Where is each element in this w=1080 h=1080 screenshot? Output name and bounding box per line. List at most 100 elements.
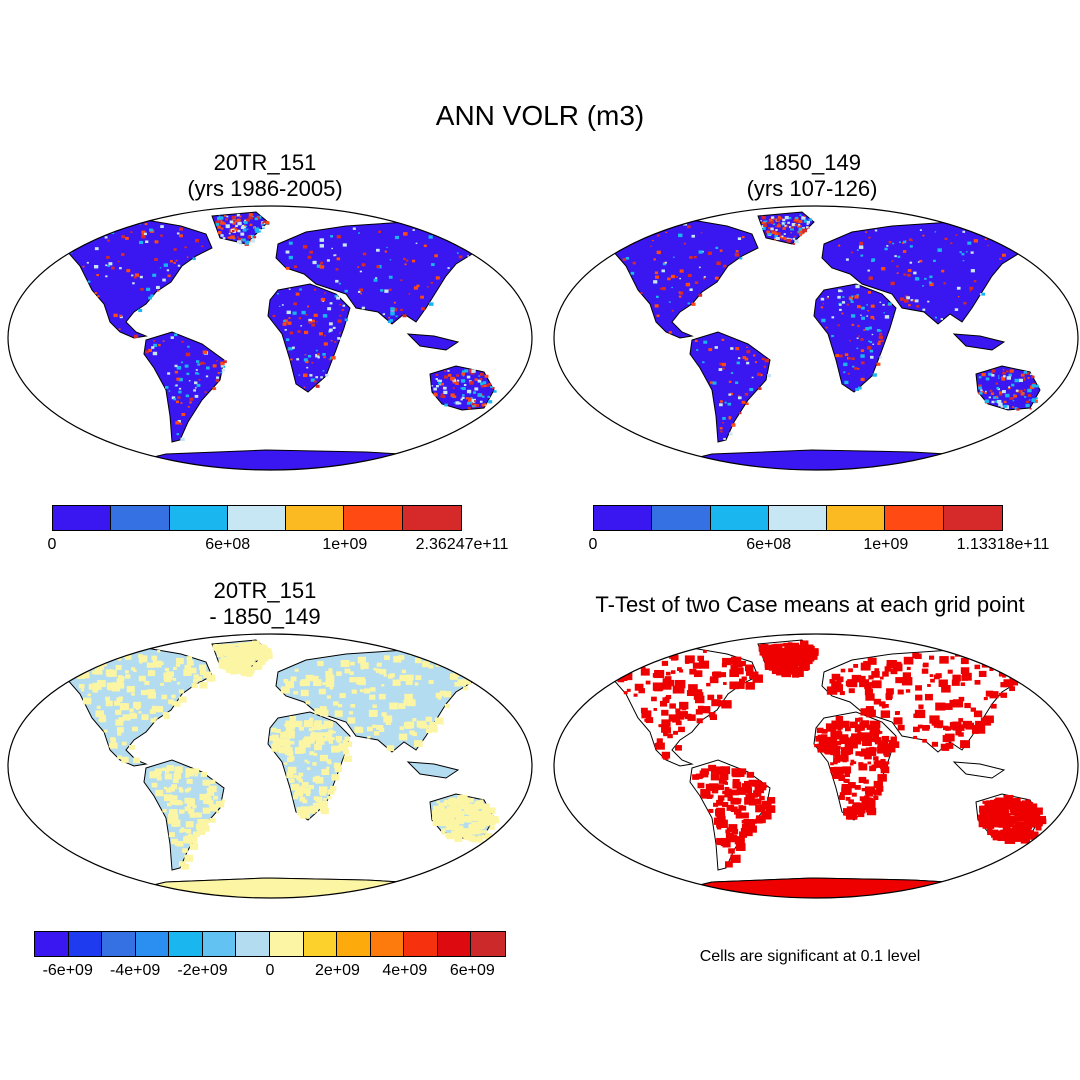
grid-cell: [674, 679, 686, 689]
grid-cell: [825, 326, 828, 329]
grid-cell: [272, 737, 282, 746]
grid-cell: [867, 657, 877, 665]
grid-cell: [392, 679, 401, 686]
grid-cell: [236, 236, 239, 238]
grid-cell: [734, 836, 745, 845]
grid-cell: [1020, 392, 1025, 396]
grid-cell: [986, 810, 997, 819]
grid-cell: [617, 676, 625, 683]
grid-cell: [301, 782, 309, 788]
grid-cell: [193, 674, 199, 679]
grid-cell: [745, 664, 754, 672]
grid-cell: [219, 216, 224, 220]
grid-cell: [179, 829, 184, 833]
grid-cell: [961, 253, 965, 256]
grid-cell: [1009, 686, 1016, 692]
grid-cell: [129, 708, 134, 712]
grid-cell: [1005, 393, 1010, 398]
grid-cell: [716, 799, 724, 806]
grid-cell: [171, 396, 176, 400]
grid-cell: [163, 714, 170, 720]
grid-cell: [194, 387, 197, 389]
grid-cell: [173, 813, 179, 818]
grid-cell: [758, 387, 762, 390]
grid-cell: [388, 288, 392, 291]
grid-cell: [176, 377, 181, 381]
grid-cell: [131, 667, 136, 671]
grid-cell: [982, 822, 991, 829]
grid-cell: [1002, 253, 1006, 257]
grid-cell: [937, 248, 942, 252]
grid-cell: [113, 700, 121, 706]
grid-cell: [194, 381, 198, 385]
grid-cell: [234, 643, 238, 647]
grid-cell: [171, 694, 176, 699]
grid-cell: [187, 345, 190, 348]
grid-cell: [730, 797, 739, 805]
grid-cell: [661, 651, 666, 655]
grid-cell: [289, 740, 295, 745]
grid-cell: [180, 361, 183, 364]
grid-cell: [146, 287, 151, 292]
grid-cell: [995, 400, 999, 403]
grid-cell: [331, 745, 340, 753]
grid-cell: [728, 432, 733, 436]
grid-cell: [739, 678, 746, 684]
grid-cell: [299, 288, 302, 291]
grid-cell: [429, 721, 438, 729]
grid-cell: [707, 251, 712, 255]
grid-cell: [246, 656, 254, 662]
colorbar-swatch: [885, 506, 944, 530]
grid-cell: [970, 269, 975, 273]
grid-cell: [314, 732, 324, 739]
grid-cell: [140, 287, 144, 291]
grid-cell: [980, 389, 983, 392]
grid-cell: [238, 651, 244, 656]
grid-cell: [860, 354, 865, 358]
grid-cell: [1031, 375, 1035, 379]
grid-cell: [154, 240, 159, 244]
grid-cell: [173, 398, 177, 401]
grid-cell: [661, 751, 671, 759]
grid-cell: [140, 690, 148, 696]
grid-cell: [1020, 828, 1025, 833]
grid-cell: [874, 668, 880, 673]
map-frame: [7, 205, 533, 471]
grid-cell: [761, 221, 765, 225]
grid-cell: [439, 690, 447, 696]
grid-cell: [242, 662, 248, 666]
grid-cell: [822, 303, 824, 305]
grid-cell: [118, 676, 125, 681]
grid-cell: [165, 788, 172, 793]
grid-cell: [486, 383, 491, 387]
grid-cell: [180, 402, 183, 404]
grid-cell: [306, 366, 309, 369]
grid-cell: [658, 724, 663, 728]
grid-cell: [1018, 671, 1029, 679]
grid-cell: [622, 258, 627, 261]
grid-cell: [177, 396, 181, 399]
grid-cell: [456, 674, 460, 678]
grid-cell: [290, 358, 293, 361]
grid-cell: [220, 221, 225, 225]
grid-cell: [686, 690, 695, 697]
grid-cell: [193, 678, 199, 683]
grid-cell: [244, 224, 246, 227]
grid-cell: [403, 699, 411, 706]
grid-cell: [1018, 803, 1028, 810]
grid-cell: [997, 377, 1000, 379]
grid-cell: [121, 741, 127, 746]
grid-cell: [96, 705, 101, 709]
grid-cell: [964, 702, 971, 709]
grid-cell: [182, 848, 188, 853]
grid-cell: [285, 681, 295, 689]
grid-cell: [138, 675, 146, 682]
grid-cell: [659, 287, 663, 290]
grid-cell: [474, 378, 478, 381]
grid-cell: [440, 393, 443, 396]
grid-cell: [194, 394, 199, 398]
grid-cell: [109, 742, 118, 749]
grid-cell: [760, 220, 762, 222]
grid-cell: [784, 222, 786, 224]
grid-cell: [467, 400, 472, 404]
